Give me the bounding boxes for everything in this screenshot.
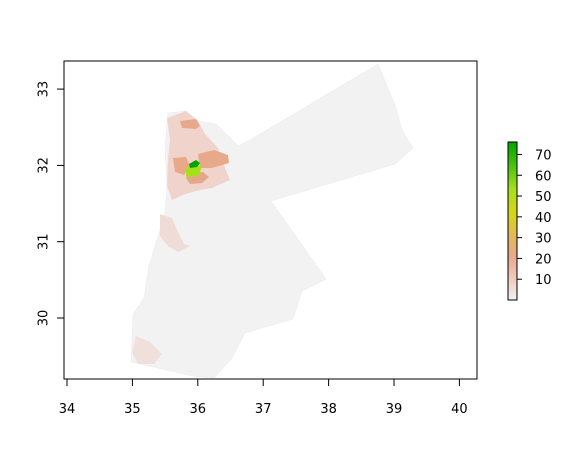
map-regions [130,63,414,379]
x-tick-label: 37 [255,402,272,417]
legend-tick-label: 30 [535,232,552,247]
region-zarqa-east [198,150,229,168]
region-south-gulf [132,336,162,364]
legend-tick-label: 40 [535,211,552,226]
x-tick-label: 34 [59,402,76,417]
x-tick-label: 38 [320,402,337,417]
legend-ticks: 10 20 30 40 50 60 70 [517,148,552,288]
legend-tick-label: 60 [535,169,552,184]
x-tick-label: 40 [451,402,468,417]
legend-tick-label: 10 [535,273,552,288]
region-background [130,63,414,379]
y-tick-label: 30 [37,310,52,327]
region-madaba-karak [160,214,190,252]
y-axis: 30 31 32 33 [37,81,65,326]
legend: 10 20 30 40 50 60 70 [507,141,552,301]
legend-tick-label: 50 [535,190,552,205]
region-amman-center [189,160,200,168]
x-axis: 34 35 36 37 38 39 40 [59,378,468,417]
y-tick-label: 33 [37,81,52,98]
y-tick-label: 31 [37,233,52,250]
x-tick-label: 36 [190,402,207,417]
y-tick-label: 32 [37,157,52,174]
region-balqa [173,157,190,175]
legend-colorbar [507,141,518,301]
region-irbid [180,119,200,129]
x-tick-label: 39 [386,402,403,417]
legend-tick-label: 70 [535,148,552,163]
x-tick-label: 35 [124,402,141,417]
legend-tick-label: 20 [535,252,552,267]
